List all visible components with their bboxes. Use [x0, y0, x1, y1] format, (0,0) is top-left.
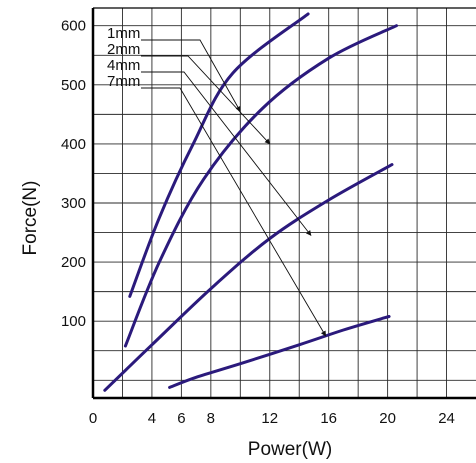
x-tick-label: 12: [261, 410, 278, 427]
series-lines: [103, 12, 398, 392]
legend-leader-2mm: [141, 55, 271, 145]
y-tick-label: 600: [61, 18, 86, 35]
x-tick-label: 0: [89, 410, 97, 427]
y-tick-label: 100: [61, 313, 86, 330]
x-tick-label: 16: [320, 410, 337, 427]
y-axis-title: Force(N): [20, 181, 41, 256]
legend-leader-1mm: [141, 39, 241, 112]
legend-label-2mm: 2mm: [107, 41, 140, 58]
legend-leader-7mm: [141, 87, 327, 337]
series-line-7mm: [168, 315, 391, 389]
legend-label-1mm: 1mm: [107, 25, 140, 42]
y-tick-label: 500: [61, 77, 86, 94]
series-line-2mm: [123, 24, 398, 348]
y-tick-label: 400: [61, 136, 86, 153]
x-tick-label: 24: [438, 410, 455, 427]
axes: [91, 7, 476, 400]
legend-label-7mm: 7mm: [107, 73, 140, 90]
legend-leader-4mm: [141, 71, 312, 236]
x-tick-label: 6: [177, 410, 185, 427]
x-tick-label: 8: [207, 410, 215, 427]
y-tick-label: 200: [61, 254, 86, 271]
x-tick-label: 4: [148, 410, 156, 427]
legend-label-4mm: 4mm: [107, 57, 140, 74]
x-axis-title: Power(W): [248, 439, 332, 460]
series-line-4mm: [103, 163, 394, 392]
y-tick-label: 300: [61, 195, 86, 212]
series-line-1mm: [128, 12, 310, 298]
x-tick-label: 20: [379, 410, 396, 427]
x-tick-labels: 0 4 6 8 12 16 20 24: [89, 410, 455, 427]
y-tick-labels: 600 500 400 300 200 100: [61, 18, 86, 330]
grid: [93, 8, 476, 398]
